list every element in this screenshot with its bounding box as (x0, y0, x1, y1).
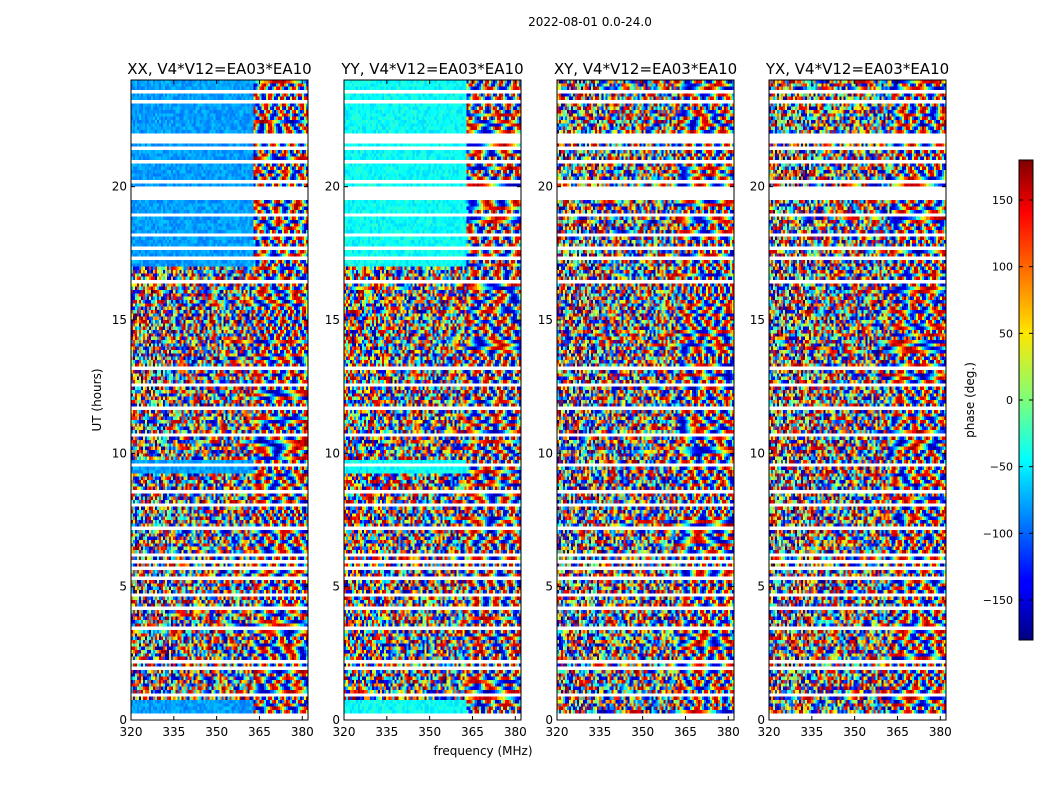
x-tick-label: 320 (546, 725, 569, 739)
x-tick-label: 350 (205, 725, 228, 739)
y-tick-label: 20 (325, 180, 340, 194)
y-axis-label: UT (hours) (90, 368, 104, 431)
panels: XX, V4*V12=EA03*EA10 320 335 350 365 380 0 5 10 1… (112, 60, 952, 739)
panel-yy: YY, V4*V12=EA03*EA10 320 335 350 365 380 0 5 10 1… (325, 60, 527, 739)
heatmap-image (769, 80, 946, 720)
y-tick-label: 20 (112, 180, 127, 194)
x-tick-label: 335 (375, 725, 398, 739)
x-tick-label: 365 (461, 725, 484, 739)
figure-suptitle: 2022-08-01 0.0-24.0 (528, 15, 652, 29)
colorbar-ticks: −150 −100 −50 0 50 100 150 (983, 194, 1033, 607)
panel-frame (768, 79, 947, 721)
y-tick-label: 0 (119, 713, 127, 727)
y-tick-label: 0 (545, 713, 553, 727)
colorbar-tick-label: −100 (983, 527, 1013, 540)
panel-xx: XX, V4*V12=EA03*EA10 320 335 350 365 380 0 5 10 1… (112, 60, 314, 739)
colorbar-tick-label: −150 (983, 594, 1013, 607)
y-tick-label: 15 (538, 313, 553, 327)
y-tick-label: 5 (332, 580, 340, 594)
x-tick-label: 320 (120, 725, 143, 739)
panel-title: YX, V4*V12=EA03*EA10 (765, 60, 949, 78)
y-tick-label: 10 (112, 446, 127, 460)
heatmap-image (557, 80, 734, 720)
panel-frame (343, 79, 522, 721)
colorbar: −150 −100 −50 0 50 100 150 phase (deg.) (963, 159, 1034, 641)
y-tick-label: 0 (757, 713, 765, 727)
x-tick-label: 365 (248, 725, 271, 739)
y-tick-label: 20 (538, 180, 553, 194)
y-tick-label: 15 (112, 313, 127, 327)
y-tick-label: 5 (119, 580, 127, 594)
x-tick-label: 380 (291, 725, 314, 739)
colorbar-tick-label: 100 (992, 261, 1013, 274)
x-tick-label: 350 (418, 725, 441, 739)
colorbar-tick-label: 0 (1006, 394, 1013, 407)
y-tick-label: 20 (750, 180, 765, 194)
panel-title: XY, V4*V12=EA03*EA10 (554, 60, 737, 78)
x-tick-label: 335 (800, 725, 823, 739)
x-tick-label: 380 (929, 725, 952, 739)
y-tick-label: 15 (750, 313, 765, 327)
x-tick-label: 320 (758, 725, 781, 739)
heatmap-image (131, 80, 308, 720)
x-tick-label: 365 (886, 725, 909, 739)
x-tick-label: 335 (162, 725, 185, 739)
x-tick-label: 320 (333, 725, 356, 739)
panel-title: YY, V4*V12=EA03*EA10 (340, 60, 523, 78)
x-tick-label: 380 (717, 725, 740, 739)
x-tick-label: 380 (504, 725, 527, 739)
colorbar-tick-label: −50 (990, 461, 1013, 474)
panel-frame (556, 79, 735, 721)
y-tick-label: 5 (545, 580, 553, 594)
x-tick-label: 350 (843, 725, 866, 739)
colorbar-tick-label: 150 (992, 194, 1013, 207)
y-tick-label: 10 (750, 446, 765, 460)
y-tick-label: 0 (332, 713, 340, 727)
y-tick-label: 10 (325, 446, 340, 460)
panel-title: XX, V4*V12=EA03*EA10 (127, 60, 311, 78)
x-tick-label: 350 (631, 725, 654, 739)
x-tick-label: 365 (674, 725, 697, 739)
y-tick-label: 5 (757, 580, 765, 594)
y-tick-label: 10 (538, 446, 553, 460)
y-tick-label: 15 (325, 313, 340, 327)
heatmap-image (344, 80, 521, 720)
panel-yx: YX, V4*V12=EA03*EA10 320 335 350 365 380 0 5 10 1… (750, 60, 952, 739)
panel-xy: XY, V4*V12=EA03*EA10 320 335 350 365 380 0 5 10 1… (538, 60, 740, 739)
panel-frame (130, 79, 309, 721)
colorbar-tick-label: 50 (999, 327, 1013, 340)
x-tick-label: 335 (588, 725, 611, 739)
colorbar-label: phase (deg.) (963, 362, 977, 438)
x-axis-label: frequency (MHz) (433, 744, 532, 758)
